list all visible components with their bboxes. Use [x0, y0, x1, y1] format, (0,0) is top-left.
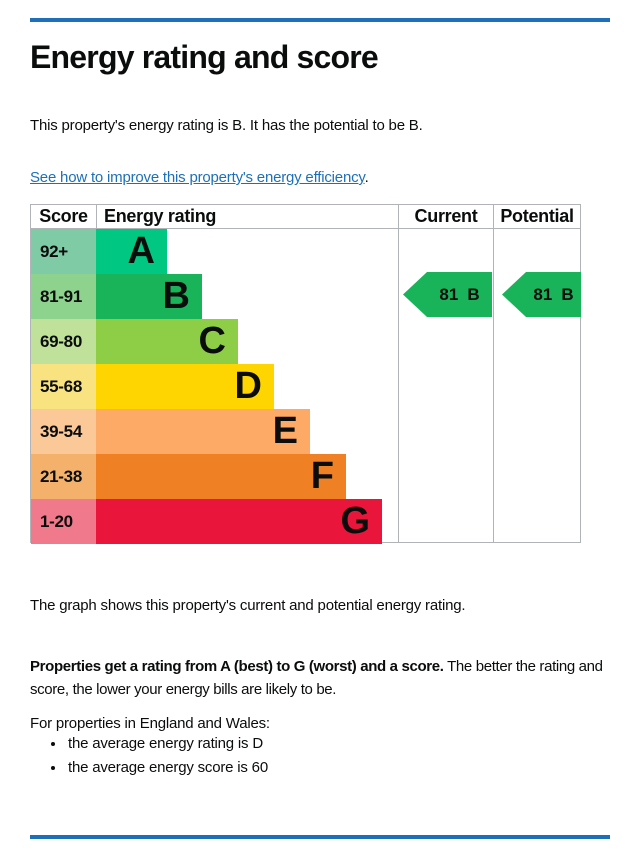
bottom-divider — [30, 835, 610, 839]
potential-rating-arrow: 81 B — [502, 272, 581, 317]
rating-bar: E — [96, 409, 310, 454]
top-divider — [30, 18, 610, 22]
band-letter: D — [234, 365, 262, 407]
rating-bar: F — [96, 454, 346, 499]
band-letter: C — [198, 320, 226, 362]
column-header-current: Current — [414, 206, 478, 226]
improve-link-line: See how to improve this property's energ… — [30, 167, 369, 189]
rating-bar: A — [96, 229, 167, 274]
potential-score: 81 — [533, 284, 553, 304]
band-row-b: 81-91 B — [31, 274, 397, 319]
current-rating-arrow: 81 B — [403, 272, 492, 317]
band-letter: E — [272, 410, 298, 452]
current-letter: B — [467, 284, 480, 304]
score-cell: 92+ — [31, 229, 96, 274]
rating-explanation-rest: The better the rating and score, the low… — [30, 658, 603, 698]
score-column-divider — [96, 205, 97, 228]
band-row-c: 69-80 C — [31, 319, 397, 364]
band-row-a: 92+ A — [31, 229, 397, 274]
band-row-g: 1-20 G — [31, 499, 397, 544]
intro-text: This property's energy rating is B. It h… — [30, 117, 423, 134]
band-row-f: 21-38 F — [31, 454, 397, 499]
column-header-energy-rating: Energy rating — [104, 206, 217, 226]
region-line: For properties in England and Wales: — [30, 715, 270, 732]
current-score: 81 — [439, 284, 459, 304]
potential-column-divider — [493, 205, 494, 542]
improve-efficiency-link[interactable]: See how to improve this property's energ… — [30, 169, 365, 186]
energy-rating-chart: Score Energy rating Current Potential 92… — [30, 204, 581, 544]
score-cell: 39-54 — [31, 409, 96, 454]
link-period: . — [364, 169, 369, 186]
graph-caption: The graph shows this property's current … — [30, 597, 466, 614]
column-header-potential: Potential — [500, 206, 574, 226]
band-letter: F — [310, 455, 334, 497]
rating-bar: B — [96, 274, 202, 319]
average-facts-list: the average energy rating is D the avera… — [30, 732, 626, 780]
band-letter: G — [340, 500, 370, 542]
rating-bar: D — [96, 364, 274, 409]
rating-bar: C — [96, 319, 238, 364]
page-title: Energy rating and score — [30, 39, 379, 75]
score-cell: 21-38 — [31, 454, 96, 499]
potential-letter: B — [561, 284, 574, 304]
band-row-e: 39-54 E — [31, 409, 397, 454]
header-divider — [31, 228, 580, 229]
rating-explanation-bold: Properties get a rating from A (best) to… — [30, 658, 444, 675]
score-cell: 1-20 — [31, 499, 96, 544]
current-column-divider — [398, 205, 399, 542]
column-header-score: Score — [39, 206, 88, 226]
score-cell: 81-91 — [31, 274, 96, 319]
score-cell: 69-80 — [31, 319, 96, 364]
band-letter: A — [127, 230, 155, 272]
rating-bands: 92+ A 81-91 B 69-80 C 55-68 D 39-54 E 21… — [31, 229, 397, 544]
fact-average-rating: the average energy rating is D — [66, 732, 626, 756]
band-letter: B — [162, 275, 190, 317]
fact-average-score: the average energy score is 60 — [66, 756, 626, 780]
rating-bar: G — [96, 499, 382, 544]
score-cell: 55-68 — [31, 364, 96, 409]
rating-explanation: Properties get a rating from A (best) to… — [30, 655, 612, 701]
band-row-d: 55-68 D — [31, 364, 397, 409]
